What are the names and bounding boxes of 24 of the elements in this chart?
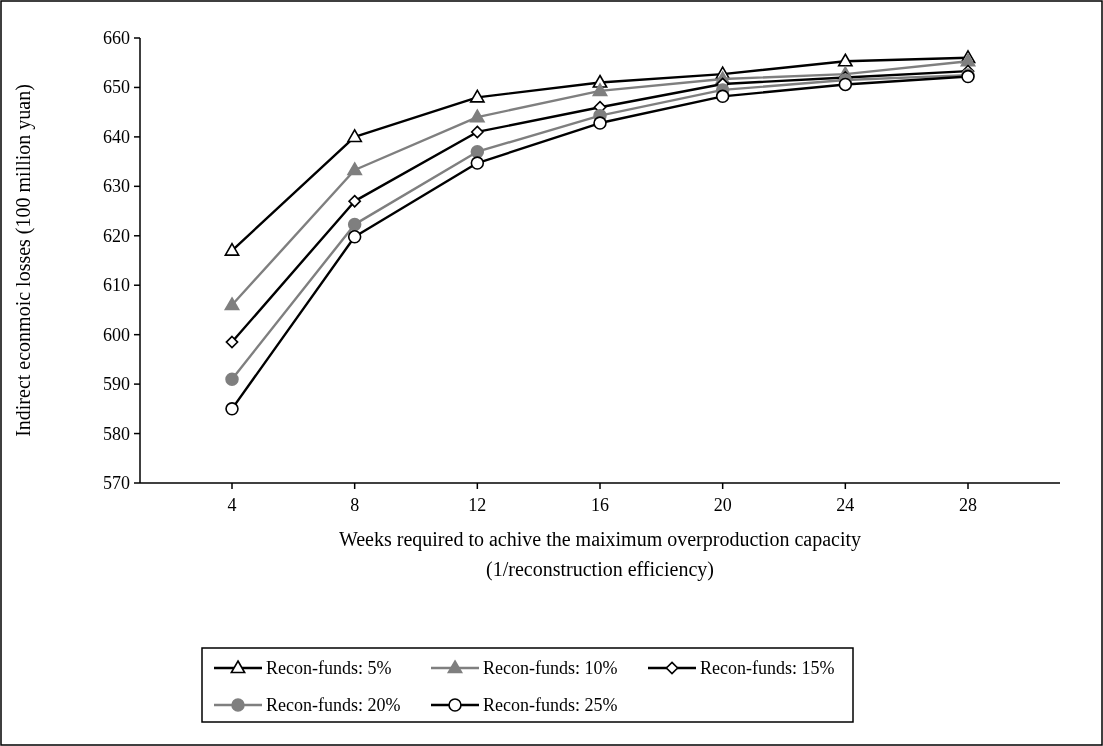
legend-label: Recon-funds: 15%	[700, 658, 835, 678]
y-tick-label: 580	[103, 423, 130, 444]
y-tick-label: 610	[103, 275, 130, 296]
x-tick-label: 4	[227, 495, 237, 515]
x-tick-label: 20	[713, 495, 732, 515]
y-tick-label: 620	[103, 225, 130, 246]
x-tick-label: 16	[591, 495, 609, 515]
x-tick-label: 8	[350, 495, 360, 515]
x-tick-label: 28	[959, 495, 977, 515]
legend-label: Recon-funds: 25%	[483, 695, 618, 715]
x-tick-label: 24	[836, 495, 855, 515]
legend-label: Recon-funds: 20%	[266, 695, 401, 715]
x-axis-title: Weeks required to achive the maiximum overproduction capacity (1/reconstruction efficiency)	[338, 528, 862, 581]
y-tick-label: 590	[103, 374, 130, 395]
x-tick-label: 12	[468, 495, 487, 515]
y-axis-title: Indirect econmoic losses (100 million yuan)	[12, 84, 35, 437]
y-tick-label: 570	[103, 473, 130, 493]
y-tick-label: 640	[103, 126, 130, 147]
legend-label: Recon-funds: 5%	[266, 658, 392, 678]
y-tick-label: 650	[103, 77, 130, 98]
y-tick-label: 660	[103, 28, 130, 48]
legend-label: Recon-funds: 10%	[483, 658, 618, 678]
y-tick-label: 600	[103, 324, 130, 345]
y-tick-label: 630	[103, 176, 130, 197]
